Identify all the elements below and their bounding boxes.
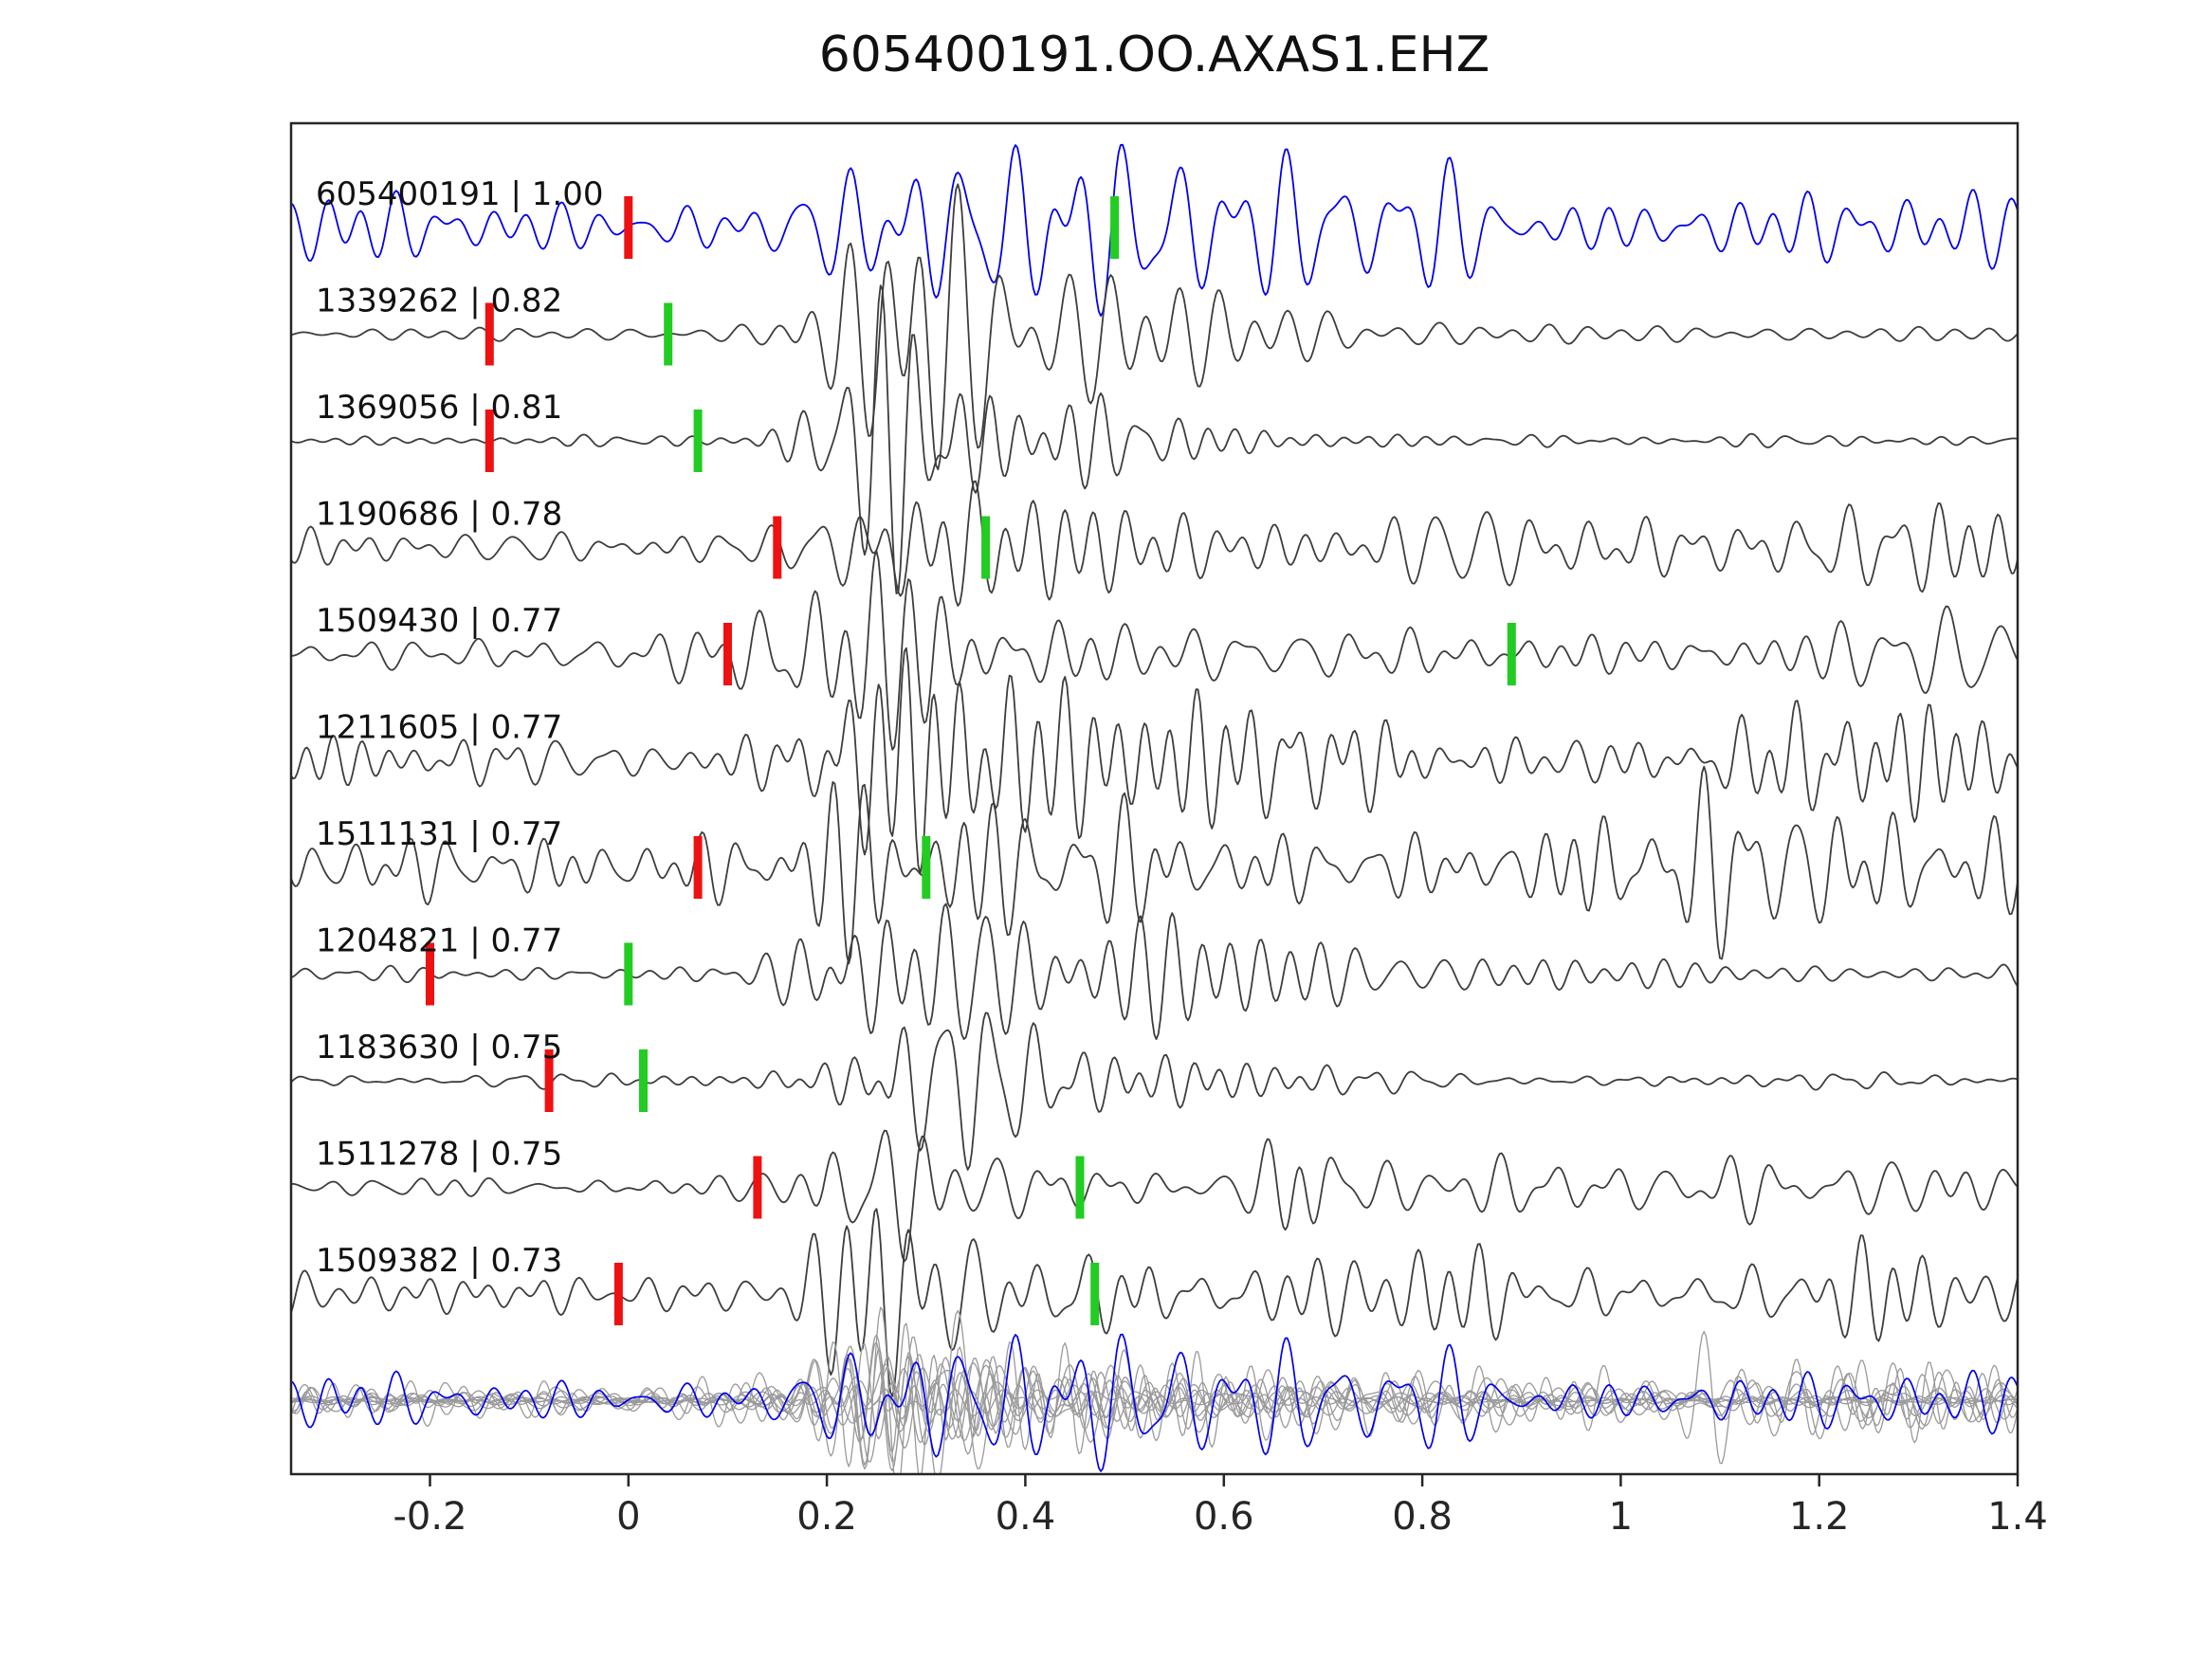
traces-group xyxy=(291,143,2018,1474)
trace-label: 1211605 | 0.77 xyxy=(316,709,562,747)
trace-label: 1339262 | 0.82 xyxy=(316,283,562,320)
x-tick-label: 0.2 xyxy=(796,1495,857,1539)
waveform-trace xyxy=(291,1129,2018,1263)
trace-labels-group: 605400191 | 1.00 1339262 | 0.82 1369056 | … xyxy=(316,175,603,1280)
x-tick-label: 0.4 xyxy=(996,1495,1056,1539)
waveform-trace xyxy=(291,902,2018,1040)
overlay-gray-trace xyxy=(291,1341,2018,1472)
green-pick-marker xyxy=(981,516,991,579)
green-pick-marker xyxy=(693,410,703,472)
figure-title: 605400191.OO.AXAS1.EHZ xyxy=(818,27,1490,83)
x-tick-label: 0 xyxy=(616,1495,640,1539)
green-pick-marker xyxy=(664,302,673,366)
red-pick-marker xyxy=(484,302,494,366)
waveform-trace xyxy=(291,647,2018,875)
trace-label: 1204821 | 0.77 xyxy=(316,922,562,960)
red-pick-marker xyxy=(624,196,633,259)
trace-label: 1511278 | 0.75 xyxy=(316,1136,562,1174)
pick-markers-group xyxy=(426,196,1516,1325)
green-pick-marker xyxy=(1507,623,1516,685)
red-pick-marker xyxy=(773,516,782,579)
green-pick-marker xyxy=(624,942,633,1006)
waveform-trace xyxy=(291,1012,2018,1171)
green-pick-marker xyxy=(1075,1156,1085,1219)
x-tick-label: 0.8 xyxy=(1392,1495,1453,1539)
overlay-gray-trace xyxy=(291,1358,2018,1439)
green-pick-marker xyxy=(922,836,931,899)
trace-label: 1509430 | 0.77 xyxy=(316,602,562,640)
waveform-trace xyxy=(291,284,2018,594)
waveform-trace xyxy=(291,480,2018,607)
overlay-gray-trace xyxy=(291,1357,2018,1442)
green-pick-marker xyxy=(1110,196,1120,259)
red-pick-marker xyxy=(723,623,732,685)
trace-label: 1183630 | 0.75 xyxy=(316,1029,562,1066)
x-tick-label: 1.2 xyxy=(1789,1495,1850,1539)
waveform-trace xyxy=(291,550,2018,751)
waveform-trace xyxy=(291,183,2018,471)
trace-label: 1190686 | 0.78 xyxy=(316,496,562,534)
overlay-gray-trace xyxy=(291,1309,2018,1474)
red-pick-marker xyxy=(753,1156,762,1219)
green-pick-marker xyxy=(639,1049,648,1112)
waveform-trace xyxy=(291,143,2018,317)
trace-label: 1369056 | 0.81 xyxy=(316,389,562,427)
red-pick-marker xyxy=(544,1049,554,1112)
x-tick-label: -0.2 xyxy=(393,1495,466,1539)
trace-label: 605400191 | 1.00 xyxy=(316,175,603,213)
x-tick-label: 1.4 xyxy=(1987,1495,2048,1539)
x-tick-label: 0.6 xyxy=(1194,1495,1254,1539)
trace-label: 1509382 | 0.73 xyxy=(316,1242,562,1280)
red-pick-marker xyxy=(693,836,703,899)
red-pick-marker xyxy=(484,410,494,472)
waveform-trace xyxy=(291,765,2018,965)
waveform-trace xyxy=(291,1208,2018,1397)
green-pick-marker xyxy=(1090,1263,1100,1325)
red-pick-marker xyxy=(613,1263,623,1325)
red-pick-marker xyxy=(426,942,434,1006)
trace-label: 1511131 | 0.77 xyxy=(316,815,562,853)
x-tick-label: 1 xyxy=(1609,1495,1633,1539)
plot-border xyxy=(289,121,2020,1476)
overlay-template-trace xyxy=(291,1333,2018,1472)
x-axis-group: -0.2 0 0.2 0.4 0.6 0.8 1 1.2 1.4 xyxy=(393,1474,2048,1539)
